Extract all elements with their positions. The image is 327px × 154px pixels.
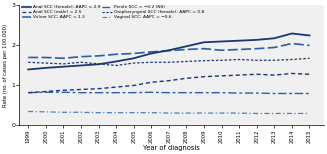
X-axis label: Year of diagnosis: Year of diagnosis xyxy=(143,144,200,150)
Legend: Anal SCC (female); AAPC = 2.9, Anal SCC (male) = 2.5, Vulvar SCC; AAPC = 1.3, Pe: Anal SCC (female); AAPC = 2.9, Anal SCC … xyxy=(22,5,204,19)
Y-axis label: Rate (no. of cases per 100,000): Rate (no. of cases per 100,000) xyxy=(4,24,9,107)
